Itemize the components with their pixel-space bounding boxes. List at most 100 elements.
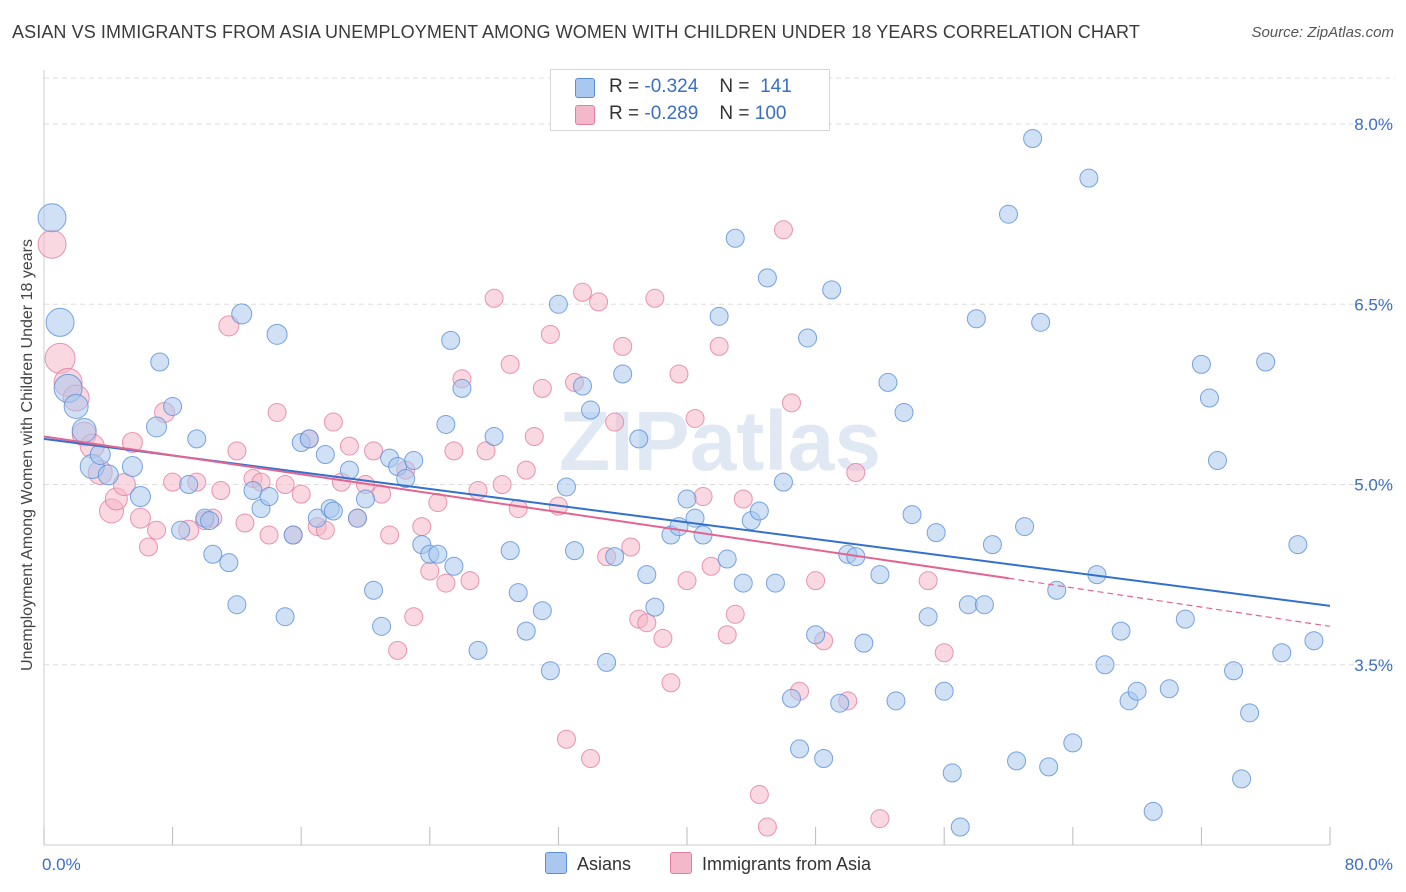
immigrants-point — [364, 441, 384, 461]
legend-r-value: -0.289 — [644, 103, 699, 124]
immigrants-point — [781, 393, 801, 413]
immigrants-trend-line — [43, 435, 1009, 580]
x-tick-label-min: 0.0% — [42, 855, 81, 874]
asians-point — [227, 595, 247, 615]
legend-item-immigrants: Immigrants from Asia — [670, 852, 871, 875]
asians-point — [765, 573, 785, 593]
immigrants-point — [339, 436, 359, 456]
immigrants-point — [870, 809, 890, 829]
immigrants-legend-swatch — [670, 852, 692, 874]
asians-point — [814, 748, 834, 768]
asians-point — [436, 414, 456, 434]
asians-point — [725, 228, 745, 248]
immigrants-point — [291, 484, 311, 504]
immigrants-point — [37, 229, 67, 259]
asians-point — [894, 402, 914, 422]
asians-point — [283, 525, 303, 545]
asians-legend-label: Asians — [577, 854, 632, 874]
y-tick-label: 3.5% — [1354, 656, 1393, 675]
asians-point — [733, 573, 753, 593]
asians-swatch — [575, 78, 595, 98]
asians-point — [323, 501, 343, 521]
asians-point — [581, 400, 601, 420]
asians-point — [1175, 609, 1195, 629]
asians-point — [146, 416, 168, 438]
immigrants-point — [645, 288, 665, 308]
immigrants-point — [701, 556, 721, 576]
asians-point — [613, 364, 633, 384]
asians-point — [259, 487, 279, 507]
asians-point — [605, 547, 625, 567]
asians-point — [1272, 643, 1292, 663]
asians-point — [315, 445, 335, 464]
tick-labels: 3.5% 5.0% 6.5% 8.0% 0.0% 80.0% — [42, 115, 1393, 874]
asians-point — [926, 523, 946, 543]
asians-point — [974, 595, 994, 615]
legend-n-label: N = — [719, 76, 750, 97]
immigrants-point — [138, 537, 158, 557]
asians-point — [781, 688, 801, 708]
immigrants-point — [846, 463, 866, 483]
immigrants-point — [484, 288, 504, 308]
asians-point — [364, 580, 384, 600]
asians-point — [179, 475, 199, 495]
immigrants-point — [476, 441, 496, 461]
asians-point — [163, 396, 183, 416]
immigrants-swatch — [575, 105, 595, 125]
axes — [43, 70, 1331, 846]
immigrants-point — [492, 475, 512, 495]
immigrants-point — [621, 537, 641, 557]
y-tick-label: 8.0% — [1354, 115, 1393, 134]
asians-point — [200, 511, 220, 531]
asians-point — [468, 640, 488, 660]
asians-point — [1111, 621, 1131, 641]
immigrants-point — [323, 412, 343, 432]
immigrants-point — [412, 517, 432, 537]
immigrants-legend-label: Immigrants from Asia — [702, 854, 872, 874]
immigrants-point — [388, 640, 408, 660]
asians-point — [356, 489, 375, 509]
asians-point — [645, 597, 665, 617]
immigrants-point — [661, 673, 681, 693]
immigrants-point — [218, 315, 240, 337]
asians-point — [878, 372, 898, 392]
immigrants-point — [235, 513, 255, 533]
asians-point — [428, 544, 448, 564]
y-tick-label: 5.0% — [1354, 476, 1393, 495]
asians-point — [275, 607, 295, 627]
asians-point — [902, 505, 922, 525]
correlation-legend: R = -0.324 N = 141 R = -0.289 N = 100 — [550, 69, 830, 131]
asians-trend-line — [43, 437, 1331, 607]
asians-point — [372, 616, 392, 636]
asians-point — [573, 376, 593, 396]
immigrants-point — [749, 785, 769, 805]
asians-point — [870, 565, 890, 585]
immigrants-point — [709, 336, 729, 356]
immigrants-point — [581, 748, 601, 768]
asians-point — [958, 595, 978, 615]
asians-point — [999, 204, 1018, 224]
immigrants-point — [693, 487, 713, 507]
immigrants-point — [589, 292, 609, 312]
asians-point — [773, 472, 793, 492]
asians-point — [404, 451, 424, 471]
asians-point — [1159, 679, 1179, 699]
immigrants-point — [773, 220, 793, 240]
asians-point — [1304, 631, 1324, 651]
asians-point — [556, 477, 576, 497]
immigrants-point — [444, 441, 464, 461]
asians-point — [1199, 388, 1219, 408]
asians-point — [508, 583, 528, 603]
asians-point — [1007, 751, 1027, 771]
legend-r-label: R = — [609, 76, 640, 97]
asians-point — [629, 429, 649, 449]
immigrants-point — [211, 481, 231, 501]
immigrants-point — [404, 607, 424, 627]
asians-point — [830, 693, 850, 713]
asians-point — [1240, 703, 1260, 723]
asians-point — [790, 739, 810, 759]
asians-point — [1079, 168, 1099, 188]
asians-point — [484, 426, 504, 446]
immigrants-point — [605, 412, 625, 432]
asians-point — [63, 393, 89, 419]
